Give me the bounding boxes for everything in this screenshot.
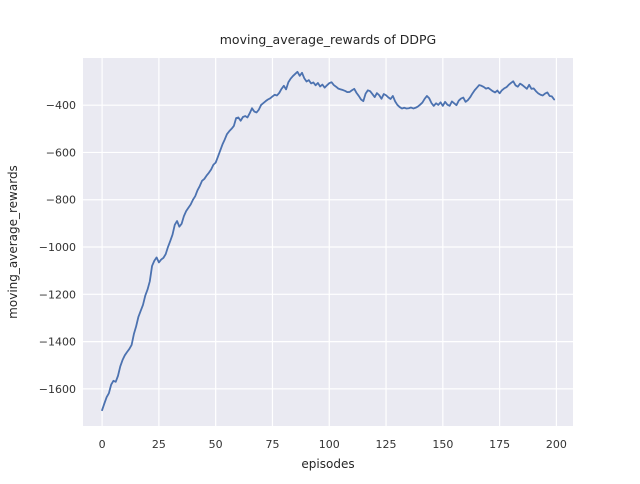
y-tick-label: −1600	[39, 383, 76, 396]
x-axis-label: episodes	[301, 457, 354, 471]
chart-title: moving_average_rewards of DDPG	[220, 32, 437, 47]
y-axis-ticks: −400 −600 −800 −1000 −1200 −1400 −1600	[39, 99, 76, 396]
y-tick-label: −600	[46, 146, 76, 159]
y-tick-label: −400	[46, 99, 76, 112]
x-axis-ticks: 0 25 50 75 100 125 150 175 200	[99, 438, 567, 451]
x-tick-label: 25	[152, 438, 166, 451]
x-tick-label: 75	[265, 438, 279, 451]
y-tick-label: −800	[46, 194, 76, 207]
x-tick-label: 100	[319, 438, 340, 451]
reward-line-series	[101, 70, 556, 412]
y-axis-label: moving_average_rewards	[6, 165, 20, 319]
y-tick-label: −1200	[39, 288, 76, 301]
y-tick-label: −1400	[39, 336, 76, 349]
x-tick-label: 150	[432, 438, 453, 451]
y-tick-label: −1000	[39, 241, 76, 254]
x-tick-label: 175	[489, 438, 510, 451]
x-tick-label: 0	[99, 438, 106, 451]
x-tick-label: 200	[546, 438, 567, 451]
grid-lines	[83, 58, 573, 426]
x-tick-label: 50	[209, 438, 223, 451]
plot-area	[83, 58, 573, 426]
x-tick-label: 125	[376, 438, 397, 451]
